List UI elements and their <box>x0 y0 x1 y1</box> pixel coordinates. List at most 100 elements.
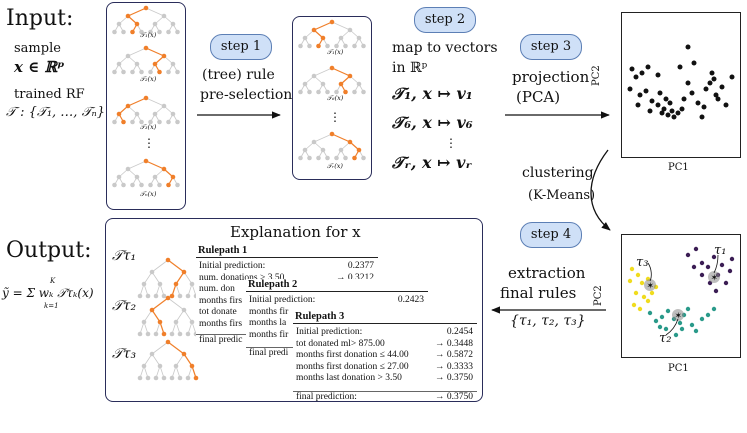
tree-node <box>298 89 303 95</box>
tree-node <box>137 375 143 381</box>
scatter-point <box>681 96 687 102</box>
tree-node <box>143 158 149 164</box>
tree-edge <box>145 47 165 57</box>
tree-node <box>338 81 344 87</box>
tree-edge <box>151 341 169 355</box>
scatter-point <box>729 256 735 262</box>
scatter-point <box>647 108 653 114</box>
map-row: 𝒯₁, x ↦ v₁ <box>392 84 473 103</box>
sum-top: K <box>50 277 56 285</box>
table-row: months fir <box>249 306 289 317</box>
tree-node <box>173 363 179 369</box>
scatter-point <box>711 76 717 82</box>
tree-node <box>161 13 167 19</box>
tree-node <box>139 69 144 75</box>
tree-node <box>141 281 147 287</box>
tree-edge <box>313 67 333 77</box>
tree-node <box>177 331 183 337</box>
scatter-point <box>685 252 691 258</box>
tree-node <box>112 29 117 35</box>
cluster-centroid <box>672 309 684 321</box>
scatter-point <box>663 326 669 332</box>
tree-node <box>298 43 303 49</box>
scatter-point <box>699 260 705 266</box>
tree-node <box>185 293 191 299</box>
tree-node <box>137 331 143 337</box>
tree-node <box>343 89 348 95</box>
tree-node <box>169 375 175 381</box>
scatter-point <box>675 110 681 116</box>
scatter-point <box>629 66 635 72</box>
tree-node <box>170 21 176 27</box>
cluster-plot: ✶ ✶ ✶ <box>621 234 741 358</box>
scatter-point <box>661 106 667 112</box>
tree-node <box>298 155 303 161</box>
tree-node <box>302 35 308 41</box>
step4-badge: step 4 <box>520 222 582 248</box>
tree-node <box>141 363 147 369</box>
scatter-point <box>667 100 673 106</box>
tree-node <box>316 43 321 49</box>
scatter-point <box>713 288 719 294</box>
tree-node <box>185 331 191 337</box>
table-row: Initial prediction: 0.2377 <box>199 261 374 271</box>
tree-edge <box>331 21 351 31</box>
tree-edge <box>145 160 165 170</box>
tree-node <box>145 375 151 381</box>
tree-node <box>175 29 180 35</box>
tree-edge <box>167 297 185 311</box>
tree-node <box>329 131 335 137</box>
tree-node <box>165 295 171 301</box>
tree-node <box>175 182 180 188</box>
table-row: tot donate <box>199 307 237 317</box>
tree-node <box>152 111 158 117</box>
pointer-tau3 <box>647 262 652 282</box>
tree-node <box>177 293 183 299</box>
pca-ylabel: PC2 <box>591 65 602 86</box>
tree-node <box>302 81 308 87</box>
tree-node <box>311 139 317 145</box>
tree-node <box>173 319 179 325</box>
tree-node <box>311 73 317 79</box>
tree-node <box>121 69 126 75</box>
tree-node <box>149 351 155 357</box>
tree-edge <box>143 353 153 367</box>
scatter-point <box>705 312 711 318</box>
scatter-point <box>685 306 691 312</box>
tree-node <box>121 29 126 35</box>
tree-node <box>166 69 171 75</box>
explanation-title: Explanation for x <box>230 223 361 241</box>
tree-node <box>130 29 135 35</box>
tree-node <box>177 375 183 381</box>
tree-node <box>157 281 163 287</box>
tree-node <box>116 174 122 180</box>
scatter-point <box>645 298 651 304</box>
tree-node <box>153 293 159 299</box>
table-row: months firs <box>199 295 243 306</box>
tree-edge <box>151 259 169 273</box>
pointer-tau2 <box>665 318 679 336</box>
step2-caption-line2: in ℝᵖ <box>392 60 428 76</box>
tree-edge <box>143 309 153 323</box>
tree-node <box>161 53 167 59</box>
sample-label: sample <box>14 41 61 56</box>
tree-node <box>148 182 153 188</box>
tree-node <box>352 43 357 49</box>
scatter-point <box>627 86 633 92</box>
tree-node <box>325 43 330 49</box>
tree-node <box>161 375 167 381</box>
centroid-star: ✶ <box>647 282 655 292</box>
tree-edge <box>127 47 147 57</box>
rulepath1-header: Rulepath 1 <box>196 245 378 258</box>
tree-label: 𝒯ₙ(x) <box>140 190 157 198</box>
scatter-point <box>679 106 685 112</box>
scatter-point <box>637 306 643 312</box>
tree-node <box>161 166 167 172</box>
cluster-xlabel: PC1 <box>668 363 689 374</box>
tree-node <box>149 307 155 313</box>
scatter-point <box>627 278 633 284</box>
table-row: Initial prediction: 0.2454 <box>296 327 473 337</box>
tree-node <box>152 21 158 27</box>
tree-node <box>302 147 308 153</box>
sum-bottom: k=1 <box>44 302 59 310</box>
